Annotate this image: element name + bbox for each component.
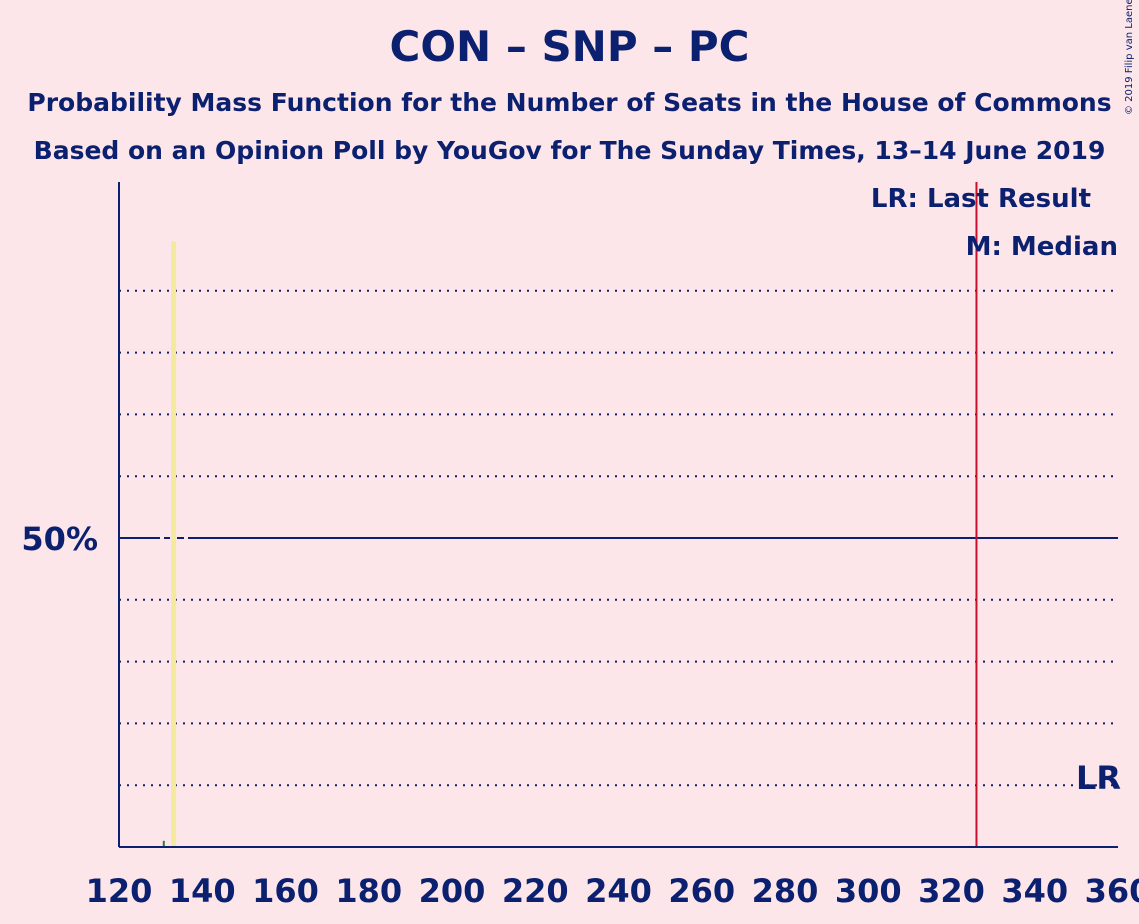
- chart-title: CON – SNP – PC: [389, 22, 750, 71]
- x-tick-label-340: 340: [1001, 872, 1068, 910]
- x-tick-label-240: 240: [585, 872, 652, 910]
- last-result-label: LR: [1075, 759, 1121, 797]
- y-tick-label-50: 50%: [21, 520, 98, 558]
- x-tick-label-280: 280: [752, 872, 819, 910]
- chart-subtitle-2: Based on an Opinion Poll by YouGov for T…: [33, 136, 1106, 165]
- legend-median: M: Median: [965, 232, 1118, 262]
- bar-131: [162, 840, 165, 847]
- x-tick-label-220: 220: [502, 872, 569, 910]
- x-tick-label-180: 180: [335, 872, 402, 910]
- x-tick-label-140: 140: [169, 872, 236, 910]
- x-tick-label-120: 120: [86, 872, 153, 910]
- x-tick-label-300: 300: [835, 872, 902, 910]
- x-tick-label-360: 360: [1085, 872, 1139, 910]
- legend-last-result: LR: Last Result: [870, 184, 1091, 214]
- bar-133: [171, 241, 177, 848]
- chart-subtitle-1: Probability Mass Function for the Number…: [27, 88, 1112, 117]
- x-tick-label-200: 200: [419, 872, 486, 910]
- x-tick-label-320: 320: [918, 872, 985, 910]
- x-tick-label-260: 260: [668, 872, 735, 910]
- x-tick-label-160: 160: [252, 872, 319, 910]
